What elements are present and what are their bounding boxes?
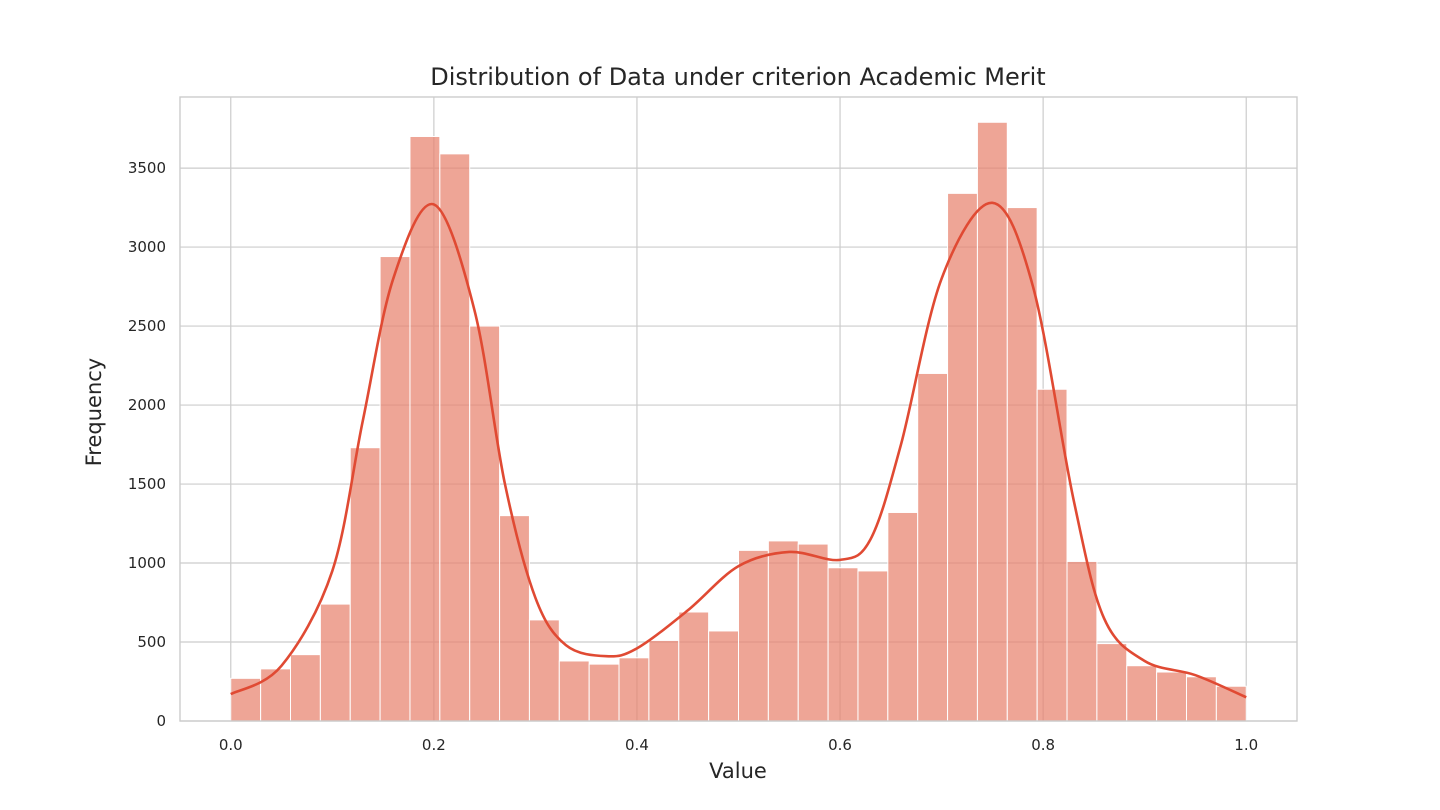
histogram-bar bbox=[648, 639, 680, 722]
x-axis-label: Value bbox=[709, 759, 767, 783]
histogram-bar bbox=[618, 657, 650, 722]
y-tick-label: 2000 bbox=[128, 396, 166, 414]
histogram-bar bbox=[1156, 671, 1187, 722]
y-tick-label: 500 bbox=[137, 633, 166, 651]
histogram-bar bbox=[558, 660, 590, 722]
histogram-bar bbox=[379, 256, 411, 722]
histogram-bar bbox=[767, 540, 799, 722]
y-tick-label: 2500 bbox=[128, 317, 166, 335]
histogram-bars bbox=[230, 121, 1247, 722]
histogram-bar bbox=[349, 447, 381, 722]
histogram-bar bbox=[260, 668, 292, 722]
kde-curve bbox=[230, 201, 1247, 699]
histogram-bar bbox=[827, 567, 859, 722]
histogram-bar bbox=[976, 121, 1008, 722]
histogram-bar bbox=[887, 511, 919, 722]
y-tick-label: 3000 bbox=[128, 238, 166, 256]
histogram-bar bbox=[917, 372, 949, 722]
x-tick-label: 0.4 bbox=[625, 736, 649, 754]
x-tick-label: 0.2 bbox=[422, 736, 446, 754]
histogram-bar bbox=[290, 654, 321, 722]
histogram-bar bbox=[797, 543, 829, 722]
histogram-bar bbox=[469, 325, 501, 722]
y-axis-label: Frequency bbox=[82, 358, 106, 467]
y-tick-labels: 0 500 1000 1500 2000 2500 3000 3500 bbox=[128, 159, 166, 730]
histogram-bar bbox=[1096, 643, 1128, 722]
histogram-bar bbox=[1185, 676, 1217, 722]
y-tick-label: 0 bbox=[156, 712, 166, 730]
chart-title: Distribution of Data under criterion Aca… bbox=[430, 63, 1045, 91]
y-tick-label: 3500 bbox=[128, 159, 166, 177]
x-tick-label: 0.0 bbox=[219, 736, 243, 754]
x-tick-label: 0.8 bbox=[1031, 736, 1055, 754]
y-tick-label: 1000 bbox=[128, 554, 166, 572]
histogram-bar bbox=[499, 515, 530, 722]
x-tick-label: 1.0 bbox=[1234, 736, 1258, 754]
histogram-bar bbox=[319, 603, 351, 722]
histogram-bar bbox=[1126, 665, 1158, 722]
histogram-bar bbox=[857, 570, 889, 722]
histogram-bar bbox=[738, 549, 769, 722]
y-tick-label: 1500 bbox=[128, 475, 166, 493]
plot-frame bbox=[179, 96, 1298, 722]
histogram-bar bbox=[1215, 685, 1247, 722]
histogram-bar bbox=[947, 192, 978, 722]
histogram-bar bbox=[588, 663, 620, 722]
histogram-bar bbox=[1066, 560, 1098, 722]
histogram-bar bbox=[678, 611, 710, 722]
histogram-bar bbox=[708, 630, 739, 722]
x-tick-labels: 0.0 0.2 0.4 0.6 0.8 1.0 bbox=[219, 736, 1258, 754]
histogram-bar bbox=[439, 153, 471, 722]
x-tick-label: 0.6 bbox=[828, 736, 852, 754]
